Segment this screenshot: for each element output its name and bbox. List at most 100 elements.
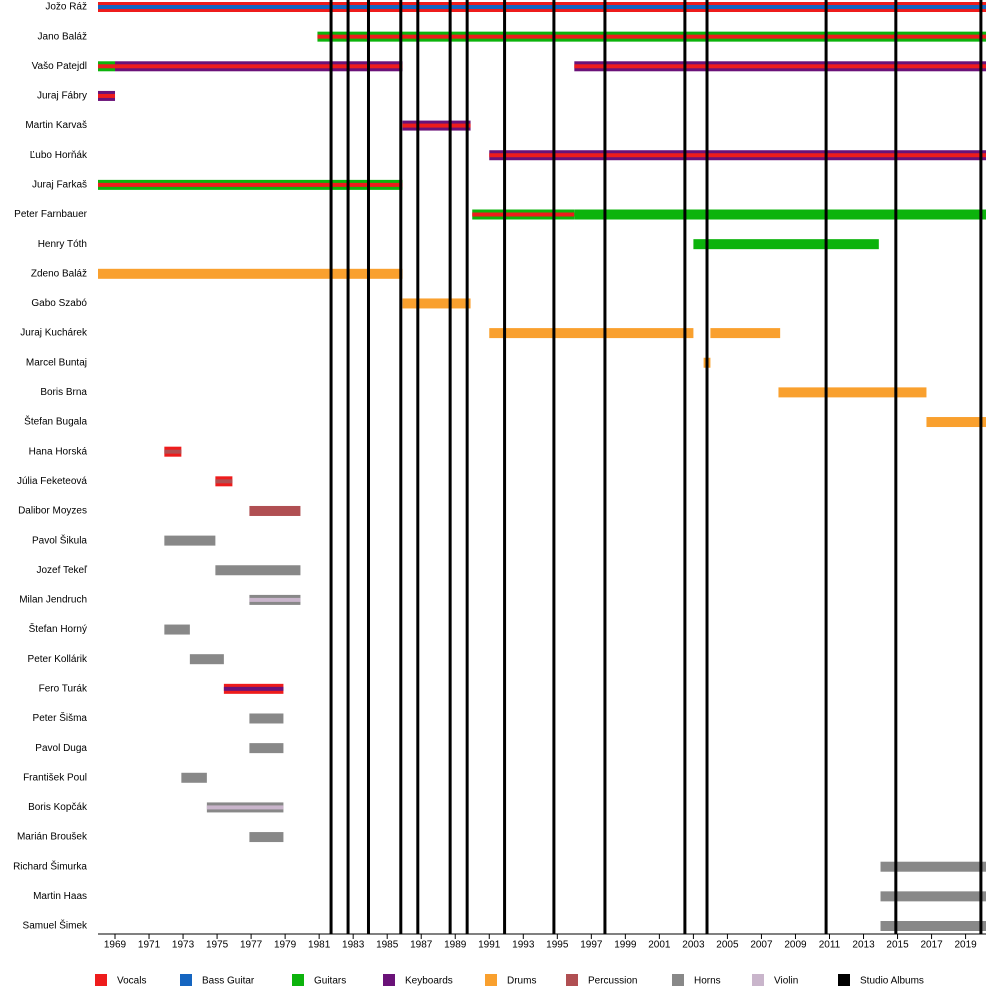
x-tick-label: 1975 bbox=[206, 940, 229, 951]
legend-swatch bbox=[95, 974, 107, 986]
member-bar bbox=[189, 654, 224, 665]
legend-label: Studio Albums bbox=[860, 976, 924, 987]
member-name: Richard Šimurka bbox=[13, 859, 87, 872]
x-tick-label: 1969 bbox=[104, 940, 127, 951]
member-bar bbox=[215, 479, 233, 484]
legend-swatch bbox=[180, 974, 192, 986]
member-bar bbox=[98, 64, 116, 69]
x-tick-label: 1987 bbox=[410, 940, 433, 951]
member-bar bbox=[574, 64, 986, 69]
member-name: František Poul bbox=[23, 772, 87, 783]
member-name: Peter Kollárik bbox=[28, 654, 88, 665]
member-bar bbox=[489, 328, 694, 339]
legend-label: Bass Guitar bbox=[202, 976, 255, 987]
member-bar bbox=[317, 34, 987, 39]
member-bar bbox=[115, 64, 403, 69]
x-tick-label: 1995 bbox=[546, 940, 569, 951]
member-name: Pavol Duga bbox=[35, 743, 87, 754]
member-name: Henry Tóth bbox=[38, 239, 87, 250]
member-name: Zdeno Baláž bbox=[31, 268, 87, 279]
member-bar bbox=[98, 268, 403, 279]
member-bar bbox=[215, 565, 301, 576]
member-bar bbox=[402, 298, 471, 309]
legend-label: Vocals bbox=[117, 976, 146, 987]
legend-swatch bbox=[838, 974, 850, 986]
member-bar bbox=[880, 921, 986, 931]
x-tick-label: 1993 bbox=[512, 940, 535, 951]
legend-swatch bbox=[485, 974, 497, 986]
x-tick-label: 1971 bbox=[138, 940, 161, 951]
x-tick-label: 1991 bbox=[478, 940, 501, 951]
member-name: Martin Karvaš bbox=[25, 120, 87, 131]
x-tick-label: 1983 bbox=[342, 940, 365, 951]
x-tick-label: 2009 bbox=[784, 940, 807, 951]
member-bar bbox=[98, 182, 403, 187]
x-tick-label: 1981 bbox=[308, 940, 331, 951]
member-name: Boris Kopčák bbox=[28, 802, 88, 813]
member-name: Dalibor Moyzes bbox=[18, 506, 87, 517]
x-tick-label: 1999 bbox=[614, 940, 637, 951]
member-name: Júlia Feketeová bbox=[17, 476, 87, 487]
member-name: Gabo Szabó bbox=[31, 298, 87, 309]
legend-label: Horns bbox=[694, 976, 721, 987]
x-tick-label: 1979 bbox=[274, 940, 297, 951]
member-name: Fero Turák bbox=[39, 683, 88, 694]
x-tick-label: 1989 bbox=[444, 940, 467, 951]
member-name: Peter Farnbauer bbox=[14, 209, 87, 220]
legend-swatch bbox=[672, 974, 684, 986]
member-bar bbox=[693, 239, 879, 250]
legend-label: Violin bbox=[774, 976, 798, 987]
member-name: Ľubo Horňák bbox=[30, 150, 88, 161]
member-bar bbox=[249, 713, 284, 724]
member-bar bbox=[489, 153, 986, 158]
x-tick-label: 1997 bbox=[580, 940, 603, 951]
member-bar bbox=[164, 449, 182, 454]
member-bar bbox=[574, 209, 986, 220]
x-tick-label: 2013 bbox=[852, 940, 875, 951]
legend-label: Keyboards bbox=[405, 976, 453, 987]
member-name: Juraj Fábry bbox=[37, 91, 87, 102]
member-bar bbox=[164, 624, 190, 635]
member-name: Vašo Patejdl bbox=[32, 61, 87, 72]
member-bar bbox=[181, 772, 207, 783]
member-bar bbox=[249, 505, 301, 516]
member-bar bbox=[98, 5, 986, 9]
legend-swatch bbox=[383, 974, 395, 986]
member-bar bbox=[249, 597, 301, 602]
member-bar bbox=[472, 212, 575, 217]
legend-label: Percussion bbox=[588, 976, 637, 987]
x-tick-label: 2005 bbox=[716, 940, 739, 951]
member-name: Jano Baláž bbox=[38, 31, 87, 42]
x-tick-label: 1973 bbox=[172, 940, 195, 951]
member-name: Jozef Tekeľ bbox=[36, 565, 88, 576]
member-bar bbox=[710, 328, 781, 339]
x-tick-label: 1985 bbox=[376, 940, 399, 951]
member-name: Milan Jendruch bbox=[19, 595, 87, 606]
legend-label: Guitars bbox=[314, 976, 346, 987]
x-tick-label: 2015 bbox=[886, 940, 909, 951]
member-bar bbox=[98, 93, 116, 98]
member-name: Samuel Šimek bbox=[23, 919, 88, 932]
member-name: Marcel Buntaj bbox=[26, 357, 87, 368]
legend-swatch bbox=[752, 974, 764, 986]
legend-label: Drums bbox=[507, 976, 536, 987]
member-name: Jožo Ráž bbox=[45, 2, 87, 13]
member-bar bbox=[880, 891, 986, 902]
member-bar bbox=[926, 417, 986, 428]
member-name: Peter Šišma bbox=[33, 711, 88, 724]
legend-swatch bbox=[292, 974, 304, 986]
member-bar bbox=[402, 123, 471, 128]
member-name: Štefan Bugala bbox=[24, 415, 87, 428]
member-bar bbox=[778, 387, 927, 398]
member-name: Juraj Kuchárek bbox=[20, 328, 88, 339]
x-tick-label: 2019 bbox=[954, 940, 977, 951]
member-bar bbox=[223, 686, 284, 691]
member-bar bbox=[249, 832, 284, 843]
member-name: Juraj Farkaš bbox=[32, 180, 87, 191]
x-tick-label: 2017 bbox=[920, 940, 943, 951]
member-name: Boris Brna bbox=[40, 387, 87, 398]
member-name: Martin Haas bbox=[33, 891, 87, 902]
legend-swatch bbox=[566, 974, 578, 986]
x-tick-label: 2011 bbox=[819, 940, 841, 951]
member-name: Hana Horská bbox=[29, 446, 88, 457]
